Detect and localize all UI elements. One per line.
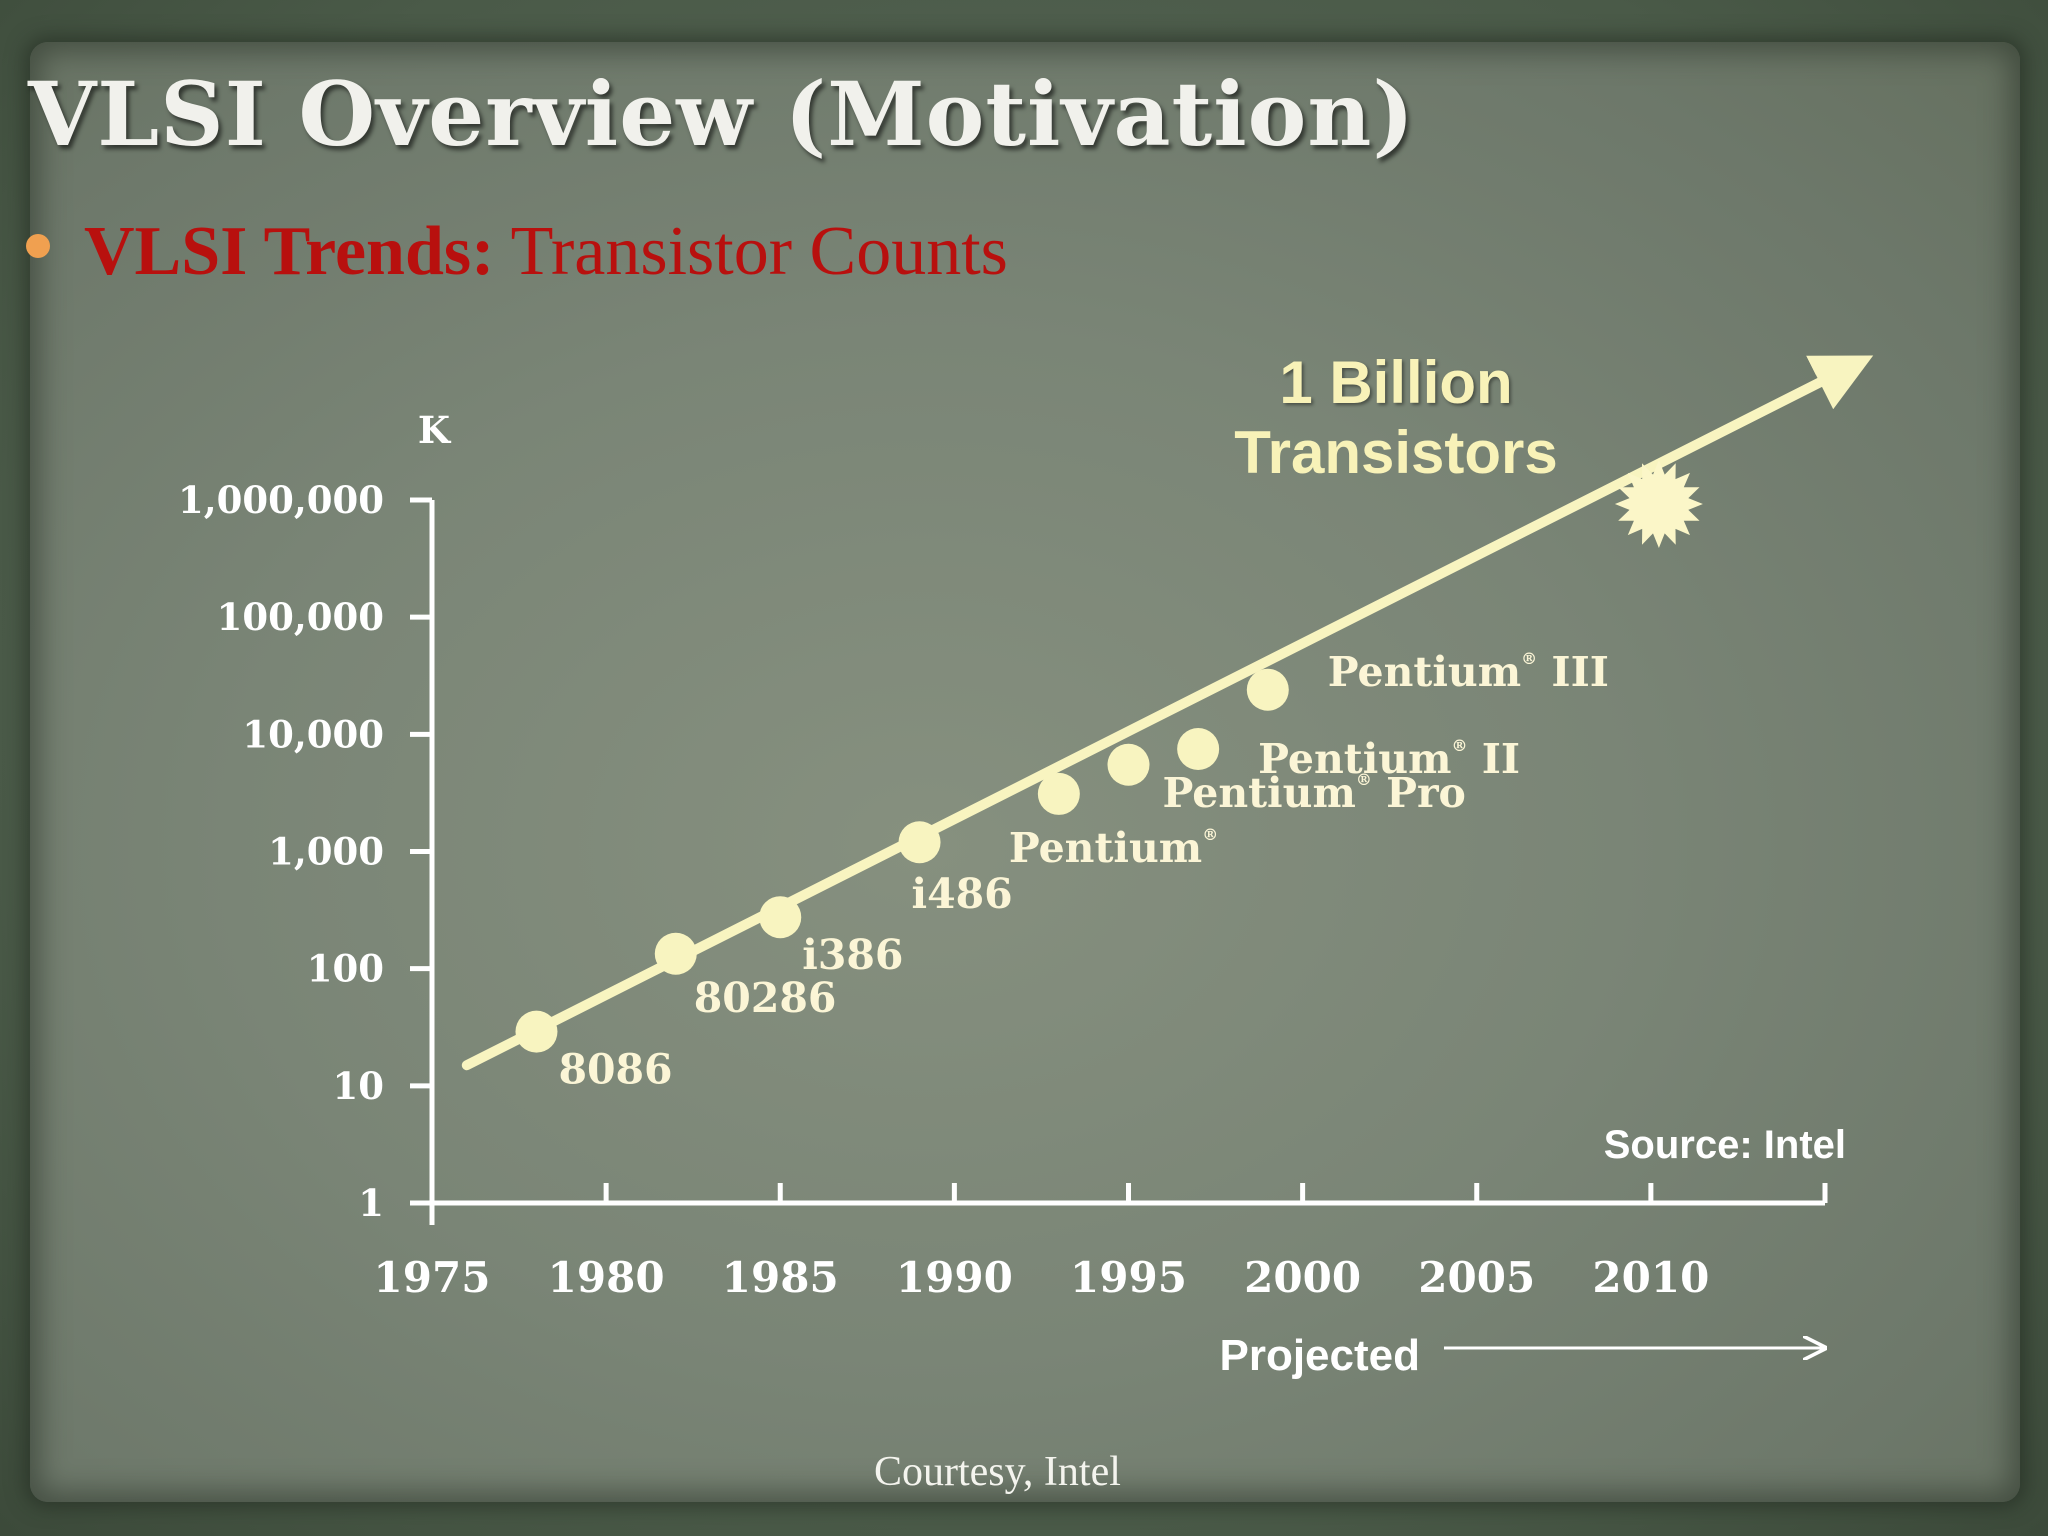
data-point [515,1010,558,1053]
x-tick-label: 1980 [548,1253,665,1302]
source-label: Source: Intel [1604,1123,1846,1167]
milestone-starburst [1614,460,1703,548]
data-point-label: Pentium® II [1258,735,1520,783]
data-point [898,821,941,864]
y-tick-label: 10 [333,1064,385,1108]
bullet-item: VLSI Trends: Transistor Counts [26,212,1008,292]
x-tick-label: 1995 [1070,1253,1187,1302]
data-point-label: Pentium® III [1328,648,1609,696]
bullet-dot-icon [26,234,50,258]
data-point-label: i386 [802,931,903,979]
data-point-label: Pentium® Pro [1163,769,1466,817]
data-point-label: 8086 [558,1046,672,1094]
courtesy-note: Courtesy, Intel [874,1449,1121,1495]
projected-label: Projected [1219,1331,1420,1380]
bullet-text: Transistor Counts [494,213,1008,290]
slide-title: VLSI Overview (Motivation) [28,62,1415,166]
y-unit-label: K [418,408,452,452]
data-point [1177,727,1220,770]
y-tick-label: 1,000 [268,830,384,874]
data-point [1037,772,1080,815]
x-tick-label: 1975 [374,1253,491,1302]
x-tick-label: 2005 [1418,1253,1535,1302]
trend-line [461,355,1874,1071]
y-tick-label: 100,000 [217,595,384,639]
data-point-label: i486 [912,870,1013,918]
y-tick-label: 1,000,000 [178,478,384,522]
y-tick-label: 10,000 [242,712,384,756]
data-point [1107,743,1150,786]
milestone-label-line2: Transistors [1234,419,1557,486]
data-point [654,932,697,975]
x-tick-label: 2000 [1244,1253,1361,1302]
x-tick-label: 2010 [1592,1253,1709,1302]
milestone-label-line1: 1 Billion [1279,349,1512,416]
data-point [1246,668,1289,711]
y-tick-label: 1 [358,1181,384,1225]
slide-paper [30,42,2020,1502]
bullet-heading: VLSI Trends: [84,213,495,290]
data-point-label: 80286 [694,974,837,1022]
x-tick-label: 1985 [722,1253,839,1302]
y-tick-label: 100 [307,947,384,991]
data-point [759,896,802,939]
x-tick-label: 1990 [896,1253,1013,1302]
data-point-label: Pentium® [1009,824,1218,872]
